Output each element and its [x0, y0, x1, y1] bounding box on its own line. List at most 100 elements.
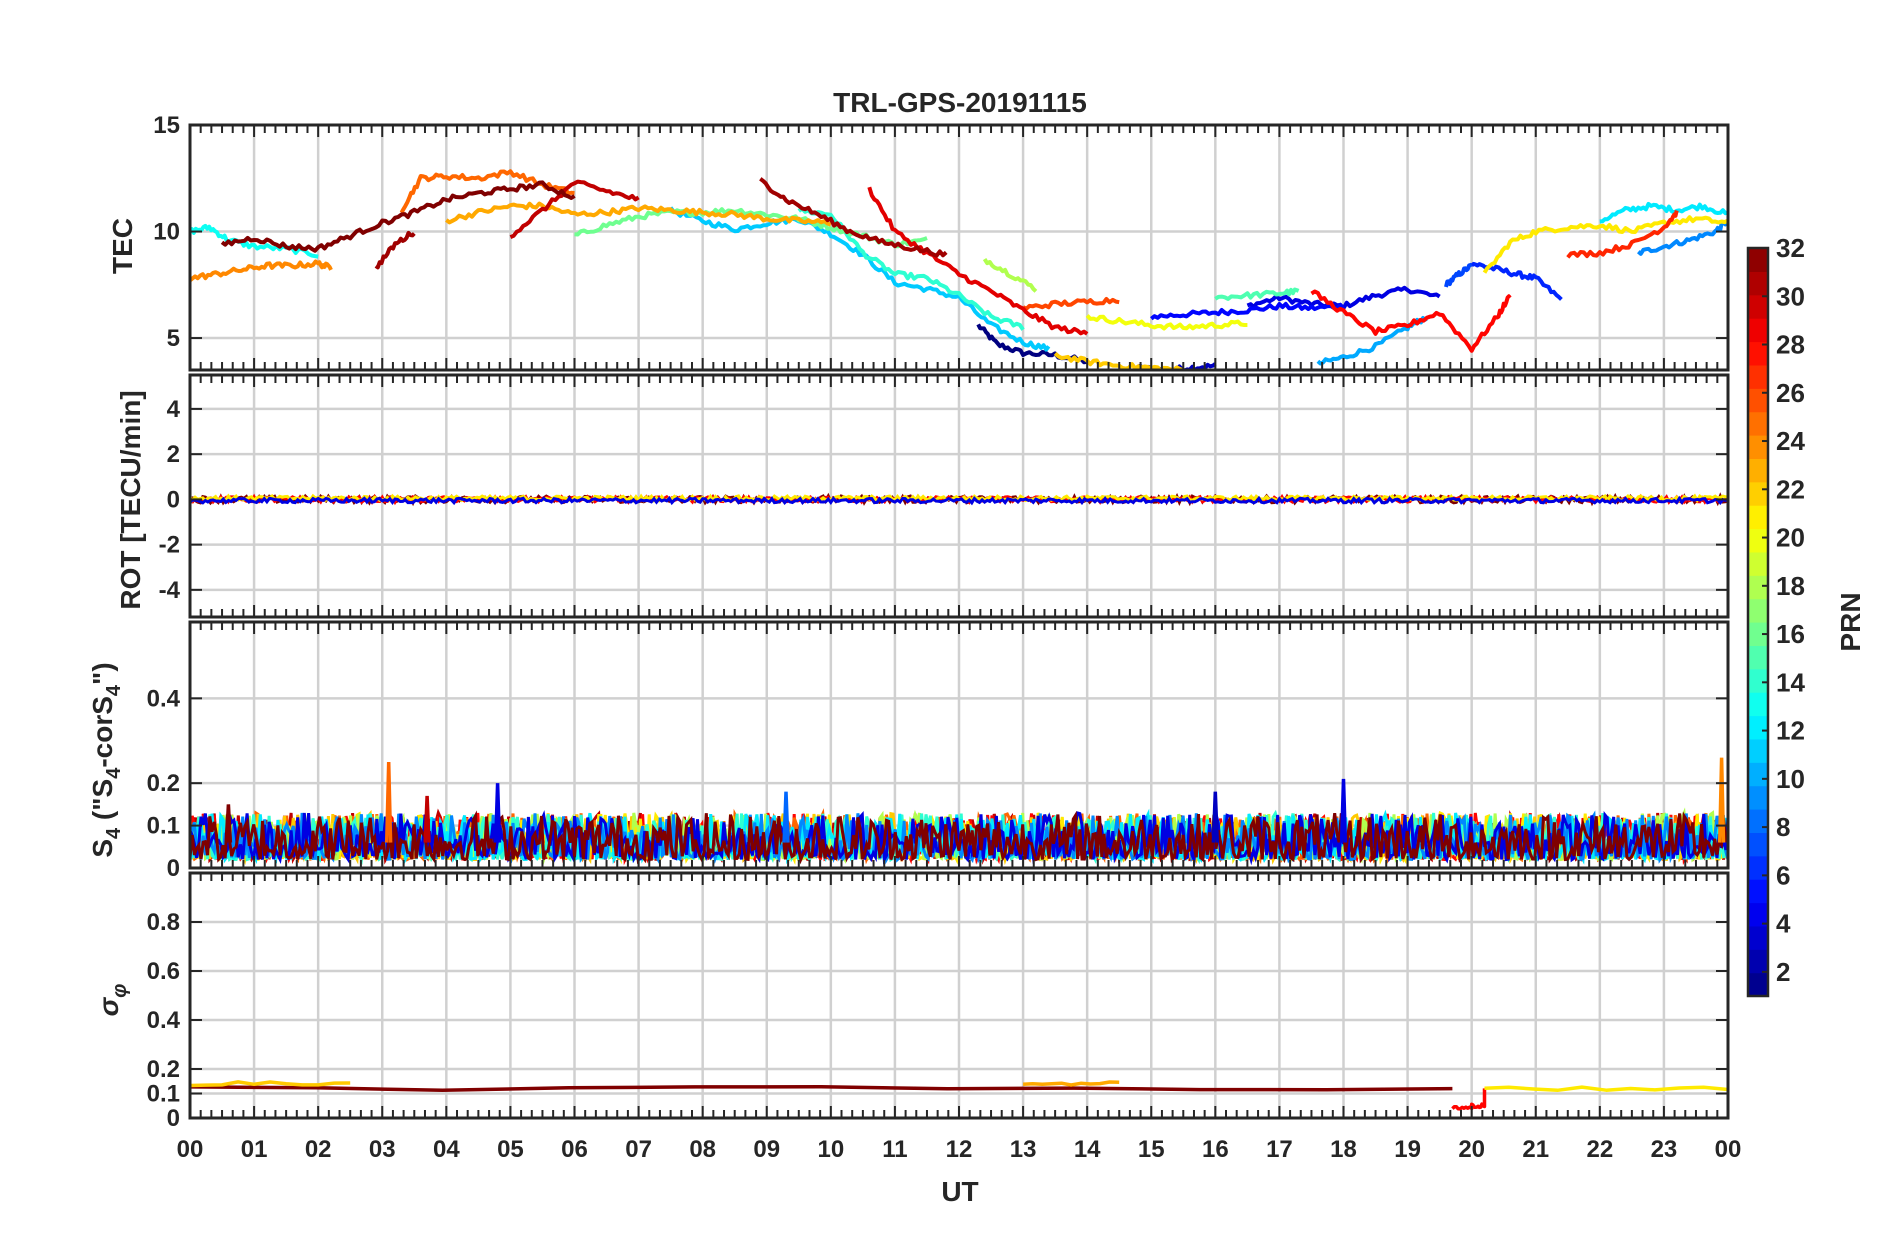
rot-series-group	[190, 492, 1728, 507]
colorbar-tick-label: 24	[1776, 426, 1805, 456]
colorbar-bin	[1748, 294, 1768, 319]
colorbar-tick-label: 22	[1776, 474, 1805, 504]
series-line-prn-21	[1484, 1085, 1728, 1093]
sigma-phi-panel: 00.10.2 0.4 0.6 0.8	[147, 871, 1730, 1132]
x-tick-label: 19	[1394, 1136, 1421, 1163]
y-tick-label: 0.2	[147, 1056, 180, 1083]
colorbar-label: PRN	[1835, 592, 1866, 651]
colorbar-bin	[1748, 575, 1768, 600]
colorbar-bin	[1748, 832, 1768, 857]
x-tick-label: 18	[1330, 1136, 1357, 1163]
colorbar-bin	[1748, 411, 1768, 436]
x-tick-label: 22	[1586, 1136, 1613, 1163]
s4-peak	[1717, 757, 1726, 843]
y-tick-label: 2	[167, 441, 180, 468]
series-line-prn-9	[1637, 219, 1728, 256]
series-line-prn-12	[1599, 201, 1728, 224]
x-axis-tick-labels: 00 01 02 03 04 05 06 07 08 09 10 11 12 13 14 15 16 17 18 19…	[177, 1136, 1742, 1163]
s4-panel: 0 0.1 0.2 0.4	[147, 620, 1730, 882]
colorbar-tick-label: 16	[1776, 619, 1805, 649]
x-tick-label: 14	[1074, 1136, 1101, 1163]
series-line-prn-21	[1482, 215, 1728, 274]
colorbar-bin	[1748, 668, 1768, 693]
colorbar-bin	[1748, 692, 1768, 717]
colorbar-bin	[1748, 248, 1768, 272]
colorbar-tick-label: 30	[1776, 281, 1805, 311]
series-line-prn-31	[374, 230, 416, 270]
series-line-prn-32	[190, 1085, 1453, 1093]
colorbar-bin	[1748, 622, 1768, 646]
x-tick-label: 11	[882, 1136, 907, 1163]
colorbar-bin	[1748, 528, 1768, 553]
colorbar-tick-label: 8	[1776, 812, 1790, 842]
series-line-prn-22	[190, 1080, 351, 1088]
y-tick-label: 4	[167, 396, 181, 423]
colorbar-bin	[1748, 949, 1768, 974]
x-tick-label: 00	[1715, 1136, 1742, 1163]
s4-axis-label: S4 ("S4-corS4")	[87, 662, 125, 857]
y-tick-label: 15	[153, 112, 180, 139]
s4-peak	[1339, 778, 1348, 843]
series-line-prn-27	[1566, 210, 1679, 259]
colorbar-bin	[1748, 481, 1768, 506]
s4-peak	[1211, 791, 1220, 843]
colorbar-bin	[1748, 435, 1768, 459]
x-tick-label: 04	[433, 1136, 460, 1163]
colorbar-bin	[1748, 458, 1768, 483]
x-tick-label: 01	[241, 1136, 268, 1163]
x-tick-label: 05	[497, 1136, 524, 1163]
y-tick-label: 0.4	[147, 685, 181, 712]
y-tick-label: 0	[167, 1105, 180, 1132]
x-axis-label: UT	[941, 1176, 978, 1207]
colorbar-bin	[1748, 598, 1768, 623]
series-line-prn-32	[220, 180, 576, 253]
y-tick-label: 0.1	[147, 813, 180, 840]
colorbar-bin	[1748, 645, 1768, 670]
x-tick-label: 15	[1138, 1136, 1165, 1163]
series-line-prn-5	[1150, 301, 1346, 321]
y-tick-label: 0	[167, 855, 180, 882]
series-line-prn-20	[1085, 314, 1248, 331]
x-tick-label: 10	[817, 1136, 844, 1163]
s4-peak	[493, 783, 502, 843]
x-tick-label: 17	[1266, 1136, 1293, 1163]
colorbar-bin	[1748, 505, 1768, 530]
x-tick-label: 02	[305, 1136, 332, 1163]
colorbar-tick-label: 26	[1776, 378, 1805, 408]
colorbar-bin	[1748, 902, 1768, 927]
s4-peak	[384, 761, 393, 843]
series-line-prn-6	[1470, 261, 1563, 301]
colorbar-bin	[1748, 738, 1768, 763]
x-tick-label: 20	[1458, 1136, 1485, 1163]
series-line-prn-26	[1022, 297, 1120, 311]
x-tick-label: 07	[625, 1136, 652, 1163]
series-line-prn-32	[190, 810, 1728, 865]
y-tick-label: 10	[153, 219, 180, 246]
colorbar-tick-label: 28	[1776, 330, 1805, 360]
rot-axis-label: ROT [TECU/min]	[115, 390, 146, 609]
sigma_phi-series-group	[190, 1080, 1728, 1111]
x-tick-label: 21	[1522, 1136, 1549, 1163]
colorbar-bin	[1748, 364, 1768, 389]
colorbar-bin	[1748, 762, 1768, 787]
series-line-prn-23	[1023, 1080, 1120, 1087]
x-tick-label: 13	[1010, 1136, 1037, 1163]
series-line-prn-28	[1310, 289, 1512, 353]
x-tick-label: 16	[1202, 1136, 1229, 1163]
series-line-prn-18	[982, 258, 1038, 293]
y-tick-label: 0.1	[147, 1081, 180, 1108]
colorbar-tick-label: 4	[1776, 909, 1791, 939]
colorbar-tick-label: 32	[1776, 233, 1805, 263]
series-line-prn-7	[1444, 262, 1473, 288]
colorbar-tick-label: 14	[1776, 667, 1805, 697]
series-line-prn-15	[1214, 287, 1300, 301]
x-tick-label: 09	[753, 1136, 780, 1163]
y-tick-label: -4	[159, 577, 181, 604]
colorbar-bin	[1748, 809, 1768, 833]
colorbar-bin	[1748, 855, 1768, 880]
x-tick-label: 06	[561, 1136, 588, 1163]
colorbar-tick-label: 2	[1776, 957, 1790, 987]
series-line-prn-29	[867, 186, 1089, 336]
y-tick-label: 5	[167, 325, 180, 352]
